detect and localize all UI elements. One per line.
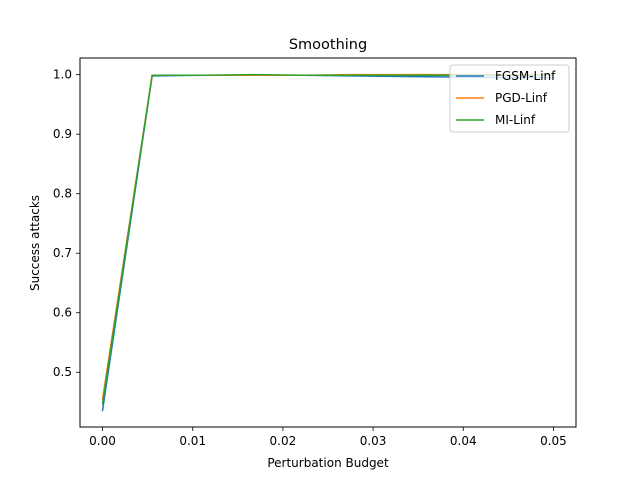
legend-label: PGD-Linf [495, 91, 548, 105]
x-tick-label: 0.03 [360, 434, 387, 448]
y-axis-label: Success attacks [28, 195, 42, 291]
y-tick-label: 0.5 [53, 365, 72, 379]
y-tick-label: 0.8 [53, 187, 72, 201]
x-axis-label: Perturbation Budget [267, 456, 389, 470]
x-tick-label: 0.01 [179, 434, 206, 448]
legend-label: MI-Linf [495, 113, 536, 127]
x-tick-label: 0.05 [540, 434, 567, 448]
y-tick-label: 0.7 [53, 246, 72, 260]
y-tick-label: 0.9 [53, 127, 72, 141]
y-tick-label: 1.0 [53, 68, 72, 82]
x-tick-label: 0.00 [89, 434, 116, 448]
legend: FGSM-Linf PGD-Linf MI-Linf [449, 64, 570, 133]
legend-box [449, 64, 570, 133]
x-axis: 0.00 0.01 0.02 0.03 0.04 0.05 [89, 427, 567, 448]
y-tick-label: 0.6 [53, 306, 72, 320]
x-tick-label: 0.02 [270, 434, 297, 448]
legend-label: FGSM-Linf [495, 69, 556, 83]
chart-title: Smoothing [289, 37, 367, 53]
plot-frame [79, 57, 577, 428]
x-tick-label: 0.04 [450, 434, 477, 448]
y-axis: 0.5 0.6 0.7 0.8 0.9 1.0 [53, 68, 80, 379]
